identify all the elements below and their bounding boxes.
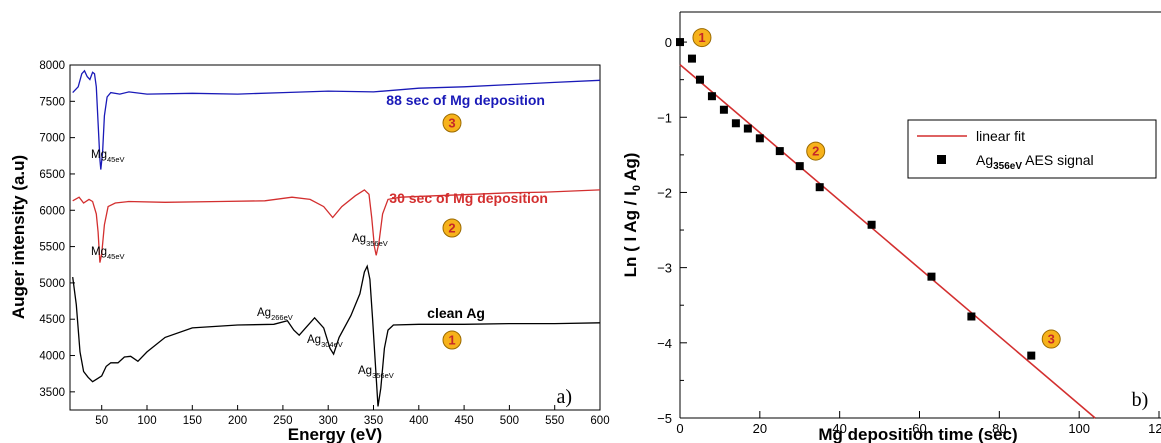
data-point <box>967 312 976 321</box>
y-tick-label-a: 3500 <box>39 387 65 399</box>
x-axis-label-b: Mg deposition time (sec) <box>818 425 1017 443</box>
badge-circle-b <box>806 141 826 161</box>
panel-label-a: a) <box>556 386 572 408</box>
panel-label-b: b) <box>1132 389 1149 411</box>
linear-fit-line <box>679 64 1096 419</box>
badge-number-s88: 3 <box>448 116 455 131</box>
y-tick-label-a: 8000 <box>39 60 65 72</box>
badge-number-s30: 2 <box>448 221 455 236</box>
data-point <box>755 134 764 143</box>
data-point <box>743 124 752 133</box>
data-point <box>731 119 740 128</box>
spectrum-line-s88 <box>72 69 601 170</box>
peak-label: Mg45eV <box>91 246 125 261</box>
data-point <box>775 147 784 156</box>
x-tick-label-a: 400 <box>409 415 428 427</box>
y-tick-label-a: 4000 <box>39 351 65 363</box>
x-tick-label-a: 300 <box>319 415 338 427</box>
x-tick-label-b: 0 <box>676 421 683 436</box>
y-tick-label-a: 7000 <box>39 133 65 145</box>
data-point <box>687 54 696 63</box>
y-axis-label-b: Ln ( I Ag / I0 Ag) <box>621 153 643 278</box>
x-tick-label-a: 150 <box>183 415 202 427</box>
data-point <box>676 38 684 47</box>
badge-circle-clean <box>442 330 462 350</box>
x-tick-label-b: 40 <box>832 421 846 436</box>
legend-b: linear fit Ag356eV AES signal <box>907 119 1157 179</box>
legend-fit-label: linear fit <box>976 128 1025 144</box>
y-tick-label-a: 7500 <box>39 96 65 108</box>
peak-label: Ag266eV <box>257 307 293 322</box>
x-tick-label-b: 120 <box>1148 421 1161 436</box>
x-tick-label-b: 100 <box>1068 421 1090 436</box>
data-point <box>1027 351 1036 360</box>
peak-label: Ag304eV <box>307 334 343 349</box>
legend-box <box>907 119 1157 179</box>
x-tick-label-a: 500 <box>500 415 519 427</box>
badge-number-b: 2 <box>812 144 819 159</box>
y-tick-label-b: −4 <box>657 336 672 351</box>
y-tick-label-a: 5500 <box>39 242 65 254</box>
legend-series-label: Ag356eV AES signal <box>976 152 1094 172</box>
y-tick-label-a: 6500 <box>39 169 65 181</box>
data-point <box>867 220 876 229</box>
badge-number-b: 3 <box>1048 332 1055 347</box>
x-tick-label-a: 350 <box>364 415 383 427</box>
plot-frame-a <box>69 64 601 411</box>
data-point <box>707 92 716 101</box>
y-tick-label-a: 4500 <box>39 314 65 326</box>
spectrum-line-clean <box>72 264 601 407</box>
peak-label: Ag356eV <box>358 365 394 380</box>
badge-circle-s88 <box>442 113 462 133</box>
x-tick-label-b: 20 <box>753 421 767 436</box>
badge-circle-b <box>692 28 712 48</box>
attenuation-chart: 0 20 40 60 80 100 120 0 −1 −2 −3 −4 −5 1 2 3 Mg deposi… <box>621 11 1161 443</box>
x-tick-label-b: 80 <box>992 421 1006 436</box>
y-tick-label-b: −1 <box>657 110 672 125</box>
y-tick-label-b: −2 <box>657 185 672 200</box>
y-tick-label-b: −3 <box>657 261 672 276</box>
y-axis-label-a: Auger intensity (a.u) <box>9 155 28 319</box>
y-tick-label-a: 5000 <box>39 278 65 290</box>
peak-label: Ag356eV <box>352 233 388 248</box>
data-point <box>927 272 936 281</box>
x-tick-label-a: 50 <box>95 415 108 427</box>
series-caption-clean: clean Ag <box>427 305 485 321</box>
peak-label: Mg45eV <box>91 149 125 164</box>
badge-circle-s30 <box>442 218 462 238</box>
x-tick-label-a: 250 <box>273 415 292 427</box>
y-tick-label-b: −5 <box>657 411 672 426</box>
x-tick-label-a: 100 <box>137 415 156 427</box>
badge-circle-b <box>1041 329 1061 349</box>
auger-spectra-chart: 50 100 150 200 250 300 350 400 450 500 550 600 3500 4… <box>9 60 610 443</box>
data-point <box>695 75 704 84</box>
data-point <box>719 105 728 114</box>
y-tick-label-b: 0 <box>665 35 672 50</box>
legend-marker-swatch <box>937 155 946 164</box>
x-tick-label-a: 200 <box>228 415 247 427</box>
series-caption-s88: 88 sec of Mg deposition <box>386 92 545 108</box>
data-point <box>795 162 804 171</box>
y-tick-label-a: 6000 <box>39 205 65 217</box>
series-caption-s30: 30 sec of Mg deposition <box>389 190 548 206</box>
badge-number-b: 1 <box>698 30 705 45</box>
data-point <box>815 183 824 192</box>
x-tick-label-b: 60 <box>912 421 926 436</box>
spectrum-line-s30 <box>72 189 601 263</box>
x-tick-label-a: 600 <box>590 415 609 427</box>
x-tick-label-a: 550 <box>545 415 564 427</box>
badge-number-clean: 1 <box>448 333 455 348</box>
x-tick-label-a: 450 <box>455 415 474 427</box>
x-axis-label-a: Energy (eV) <box>288 425 382 443</box>
